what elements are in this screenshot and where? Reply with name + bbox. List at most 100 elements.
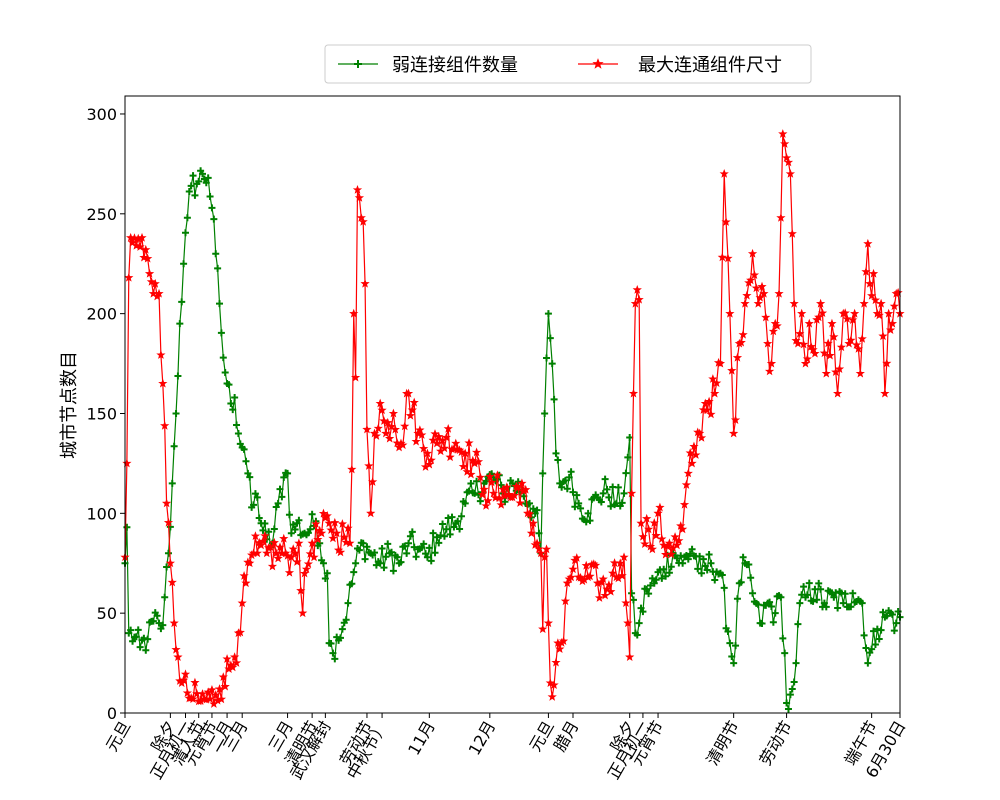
data-point [168, 479, 176, 487]
data-point [683, 468, 693, 478]
data-point [205, 694, 215, 703]
data-point [800, 358, 811, 368]
data-point [759, 288, 769, 298]
data-point [541, 544, 552, 554]
data-point [407, 405, 417, 414]
data-point [415, 425, 425, 435]
data-point [676, 521, 686, 530]
data-point [715, 358, 726, 368]
data-point [546, 334, 554, 342]
data-point [466, 469, 476, 479]
data-point [423, 553, 431, 561]
data-point [534, 544, 544, 553]
data-point [566, 572, 576, 582]
data-point [441, 432, 451, 442]
data-point [442, 525, 450, 533]
y-tick-label: 0 [107, 704, 117, 723]
legend: 弱连接组件数量 最大连通组件尺寸 [324, 44, 812, 84]
data-point [270, 525, 278, 533]
data-point [822, 603, 830, 611]
data-point [543, 354, 551, 362]
data-point [594, 593, 605, 602]
data-point [723, 253, 733, 263]
data-point [422, 550, 430, 558]
data-point [165, 558, 175, 568]
data-point [252, 548, 262, 558]
data-point [212, 250, 220, 258]
data-point [545, 678, 555, 687]
data-point [343, 523, 353, 533]
data-point [718, 571, 726, 579]
data-point [393, 553, 401, 561]
data-point [761, 312, 771, 322]
data-point [685, 448, 695, 457]
data-point [390, 424, 400, 434]
data-point [307, 538, 317, 548]
data-point [591, 560, 601, 570]
data-point [848, 315, 858, 324]
data-point [647, 544, 657, 554]
data-point [143, 253, 153, 263]
data-point [603, 485, 611, 493]
data-point [375, 398, 385, 408]
data-point [655, 502, 665, 512]
data-point [849, 589, 857, 597]
data-point [216, 694, 227, 704]
data-point [834, 364, 845, 373]
data-point [836, 342, 847, 352]
data-point [432, 438, 442, 448]
data-point [618, 499, 626, 507]
data-point [878, 331, 888, 341]
plot-frame [124, 95, 901, 714]
data-point [426, 455, 436, 465]
data-point [440, 532, 448, 540]
data-point [615, 558, 625, 568]
data-point [617, 570, 627, 580]
data-point [820, 599, 828, 607]
data-point [122, 458, 132, 468]
data-point [532, 538, 542, 548]
data-point [547, 692, 557, 701]
data-point [292, 557, 302, 566]
data-point [635, 619, 643, 627]
data-point [699, 555, 707, 563]
data-point [422, 448, 433, 458]
data-point [331, 655, 339, 663]
data-point [630, 298, 640, 308]
data-point [273, 553, 283, 563]
y-tick-label: 100 [86, 504, 117, 523]
data-point [721, 217, 731, 226]
data-point [234, 429, 242, 437]
y-tick-label: 300 [86, 105, 117, 124]
data-point [526, 528, 537, 538]
data-point [368, 477, 378, 486]
data-point [134, 626, 142, 634]
data-point [188, 694, 198, 703]
data-point [880, 388, 890, 398]
data-point [717, 252, 727, 262]
data-point [427, 557, 435, 565]
data-point [606, 586, 616, 596]
data-point [239, 571, 249, 580]
data-point [221, 369, 229, 377]
data-point [871, 641, 879, 649]
data-point [889, 301, 899, 311]
data-point [582, 518, 590, 526]
data-point [471, 447, 482, 457]
data-point [679, 499, 690, 509]
data-point [543, 618, 554, 628]
data-point [550, 395, 558, 403]
data-point [408, 528, 416, 536]
data-point [364, 461, 374, 470]
data-point [405, 410, 416, 420]
data-point [558, 636, 569, 646]
data-point [153, 612, 161, 620]
data-point [538, 624, 548, 634]
data-point [178, 298, 186, 306]
data-point [888, 611, 896, 619]
data-point [321, 574, 329, 582]
data-point [704, 396, 714, 406]
data-point [708, 374, 718, 383]
data-point [851, 340, 862, 349]
data-point [403, 388, 414, 398]
